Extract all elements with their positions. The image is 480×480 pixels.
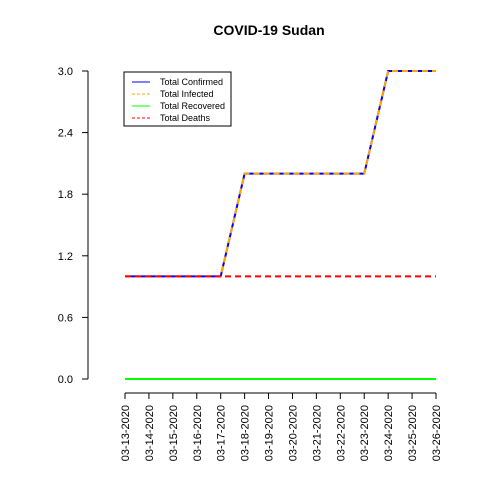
x-tick-label: 03-20-2020 xyxy=(287,405,299,461)
x-tick-label: 03-16-2020 xyxy=(192,405,204,461)
x-tick-label: 03-26-2020 xyxy=(431,405,443,461)
x-tick-label: 03-15-2020 xyxy=(168,405,180,461)
legend-label: Total Infected xyxy=(160,89,214,99)
x-tick-label: 03-22-2020 xyxy=(335,405,347,461)
y-tick-label: 0.6 xyxy=(58,312,73,324)
y-tick-label: 2.4 xyxy=(58,128,73,140)
series-layer xyxy=(125,70,436,380)
x-tick-label: 03-24-2020 xyxy=(383,405,395,461)
x-tick-label: 03-18-2020 xyxy=(240,405,252,461)
legend-label: Total Confirmed xyxy=(160,77,223,87)
x-tick-label: 03-13-2020 xyxy=(120,405,132,461)
legend-label: Total Deaths xyxy=(160,113,211,123)
legend-label: Total Recovered xyxy=(160,101,225,111)
x-tick-label: 03-23-2020 xyxy=(359,405,371,461)
legend-box xyxy=(123,71,232,127)
x-tick-label: 03-14-2020 xyxy=(144,405,156,461)
x-tick-label: 03-21-2020 xyxy=(311,405,323,461)
x-axis: 03-13-2020 03-14-2020 03-15-2020 03-16-2020… xyxy=(120,392,443,461)
y-tick-label: 0.0 xyxy=(58,374,73,386)
x-tick-label: 03-17-2020 xyxy=(216,405,228,461)
y-axis: 0.0 0.6 1.2 1.8 2.4 3.0 xyxy=(58,66,89,386)
chart-title: COVID-19 Sudan xyxy=(213,22,324,38)
y-tick-label: 1.8 xyxy=(58,189,73,201)
x-tick-label: 03-19-2020 xyxy=(264,405,276,461)
y-tick-label: 3.0 xyxy=(58,66,73,78)
legend: Total Confirmed Total Infected Total Recov… xyxy=(123,71,232,127)
x-tick-label: 03-25-2020 xyxy=(407,405,419,461)
y-tick-label: 1.2 xyxy=(58,251,73,263)
